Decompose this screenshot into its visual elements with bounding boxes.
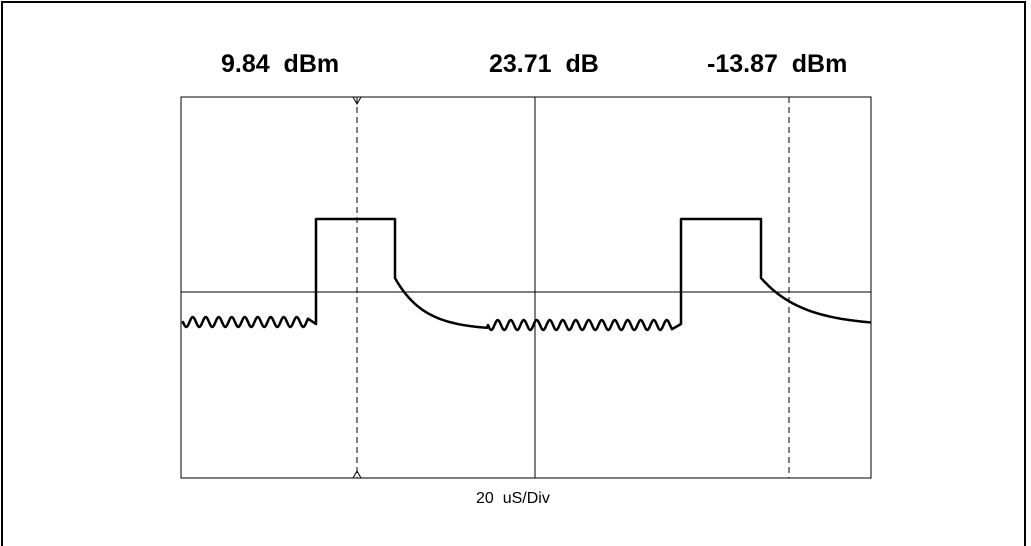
graticule-box — [180, 96, 872, 479]
time-scale-label: 20 uS/Div — [476, 490, 550, 507]
marker-1-top-arrow — [352, 96, 362, 106]
delta-readout: 23.71 dB — [489, 50, 599, 78]
marker-1-bottom-arrow — [352, 469, 362, 479]
marker-1-power-readout: 9.84 dBm — [221, 50, 340, 78]
marker-2-power-readout: -13.87 dBm — [707, 50, 848, 78]
signal-trace — [181, 217, 872, 332]
